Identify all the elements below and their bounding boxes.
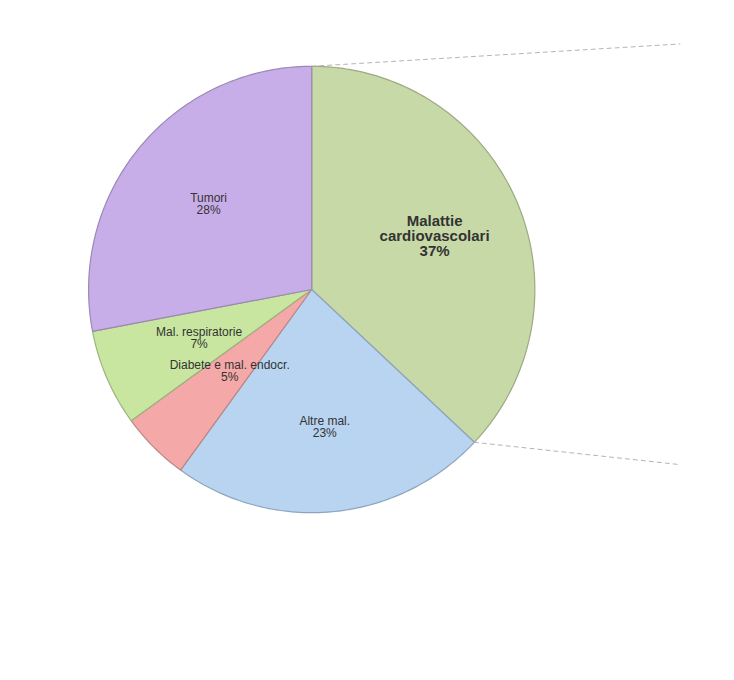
svg-text:Altre mal.23%: Altre mal.23% bbox=[299, 414, 350, 440]
svg-text:Tumori28%: Tumori28% bbox=[190, 191, 227, 217]
svg-text:Diabete e mal. endocr.5%: Diabete e mal. endocr.5% bbox=[170, 358, 290, 384]
svg-text:Mal. respiratorie7%: Mal. respiratorie7% bbox=[156, 325, 242, 351]
svg-text:Malattiecardiovascolari37%: Malattiecardiovascolari37% bbox=[380, 212, 490, 259]
